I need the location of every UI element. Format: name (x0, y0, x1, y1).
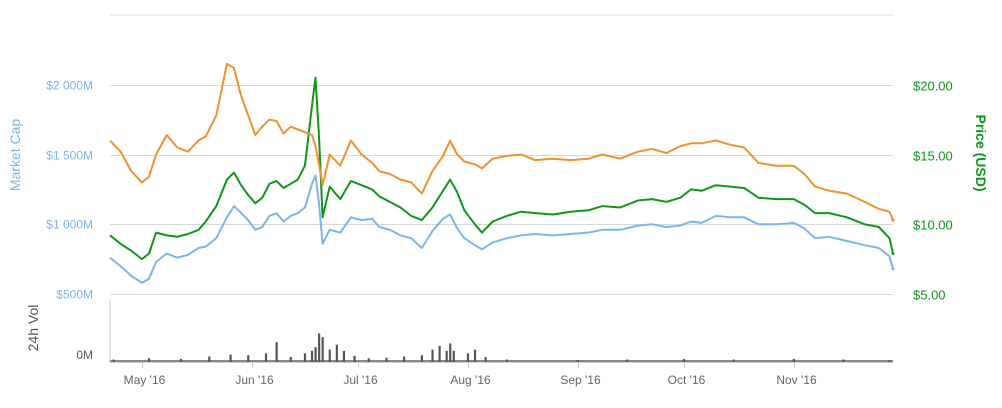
volume-bar (576, 360, 579, 362)
series-end-point-3 (891, 218, 895, 222)
volume-bar (289, 357, 292, 362)
right-axis-title: Price (USD) (973, 114, 989, 191)
volume-bar (303, 353, 307, 362)
volume-bar (473, 349, 477, 362)
volume-bar (842, 359, 845, 362)
series-lines (109, 62, 895, 284)
series-end-point-1 (891, 267, 895, 271)
volume-bar (318, 333, 321, 362)
volume-bar (247, 355, 250, 362)
volume-bar (264, 353, 268, 362)
x-axis-tick-label: May '16 (124, 373, 166, 387)
volume-bar (335, 344, 338, 362)
volume-axis-title: 24h Vol (25, 305, 41, 352)
volume-bar (229, 354, 232, 362)
volume-bar (682, 358, 686, 362)
volume-bar (321, 337, 324, 362)
left-axis-tick-label: $500M (56, 288, 93, 302)
volume-bar (179, 358, 183, 362)
volume-bar (403, 356, 406, 362)
series-line-1 (109, 174, 894, 284)
series-line-2 (109, 76, 894, 261)
volume-bar (353, 355, 356, 362)
x-axis-tick-label: Jun '16 (235, 373, 274, 387)
volume-bar (385, 357, 388, 362)
x-axis-tick-label: Sep '16 (560, 373, 601, 387)
right-axis-tick-label: $10.00 (913, 218, 953, 233)
volume-bar (275, 342, 278, 362)
volume-bar (310, 350, 314, 362)
volume-bar (367, 358, 370, 362)
volume-bar (449, 343, 452, 362)
left-axis-tick-label: $2 000M (46, 79, 93, 93)
left-axis-tick-label: $1 000M (46, 218, 93, 232)
volume-bar (328, 349, 331, 362)
left-axis-tick-label: $1 500M (46, 149, 93, 163)
volume-bar (792, 358, 795, 362)
volume-bar (466, 353, 470, 362)
x-axis-tick-label: Jul '16 (343, 373, 378, 387)
volume-bar (438, 345, 441, 362)
x-axis-tick-label: Aug '16 (450, 373, 491, 387)
volume-bar (484, 357, 487, 362)
volume-bars (110, 333, 893, 362)
axes: Market Cap Price (USD) 24h Vol $2 000M $1… (7, 79, 989, 388)
right-axis-tick-label: $15.00 (913, 149, 953, 164)
volume-bar (445, 350, 448, 362)
volume-bar (420, 355, 423, 362)
volume-bar (888, 360, 891, 362)
volume-bar (314, 347, 317, 362)
volume-bar (112, 359, 115, 362)
series-end-point-2 (891, 252, 895, 255)
volume-bar (342, 350, 346, 362)
left-axis-title: Market Cap (7, 119, 23, 192)
volume-axis-tick-label: 0M (76, 348, 93, 362)
volume-bar (505, 359, 509, 362)
volume-bar (732, 359, 735, 362)
volume-bar (452, 350, 455, 362)
x-axis-tick-label: Nov '16 (776, 373, 817, 387)
volume-bar (208, 356, 211, 362)
volume-bar (431, 349, 434, 362)
right-axis-tick-label: $20.00 (913, 79, 953, 94)
right-axis-tick-label: $5.00 (913, 288, 946, 303)
volume-bar (147, 358, 151, 362)
volume-baseline (110, 360, 893, 362)
volume-bar (626, 359, 629, 362)
series-line-3 (109, 62, 894, 221)
x-axis-tick-label: Oct '16 (668, 373, 706, 387)
grid-lines (109, 14, 893, 368)
